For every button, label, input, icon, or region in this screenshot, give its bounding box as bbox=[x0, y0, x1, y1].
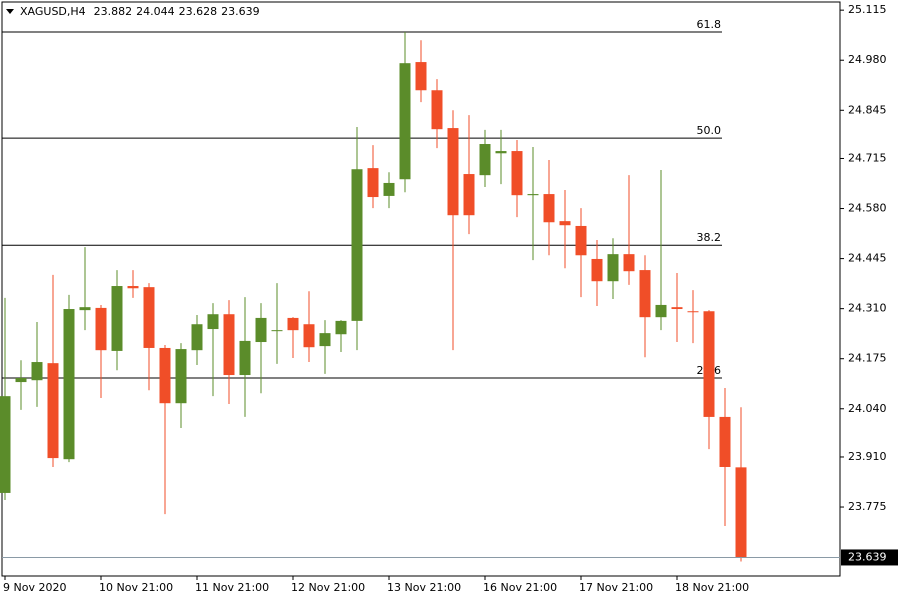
y-tick-label: 23.910 bbox=[848, 450, 887, 463]
ohlc-open: 23.882 bbox=[94, 5, 133, 18]
candle-body bbox=[127, 286, 139, 289]
candle-body bbox=[687, 311, 699, 313]
candle-body bbox=[575, 225, 587, 256]
x-tick-label: 18 Nov 21:00 bbox=[675, 581, 749, 594]
candle-body bbox=[367, 168, 379, 198]
ohlc-high: 24.044 bbox=[136, 5, 175, 18]
candle-body bbox=[399, 63, 411, 180]
candle-body bbox=[319, 333, 331, 347]
x-tick-label: 9 Nov 2020 bbox=[3, 581, 66, 594]
candle-body bbox=[431, 90, 443, 130]
y-tick-label: 24.980 bbox=[848, 53, 887, 66]
x-tick-label: 11 Nov 21:00 bbox=[195, 581, 269, 594]
x-tick-label: 13 Nov 21:00 bbox=[387, 581, 461, 594]
x-tick-label: 17 Nov 21:00 bbox=[579, 581, 653, 594]
fib-label: 50.0 bbox=[697, 124, 722, 137]
candle-body bbox=[607, 254, 619, 282]
candle-body bbox=[271, 330, 283, 332]
candle-body bbox=[351, 169, 363, 321]
candle-body bbox=[223, 314, 235, 376]
candle-body bbox=[15, 377, 27, 383]
candle-body bbox=[335, 320, 347, 335]
candle-body bbox=[95, 307, 107, 351]
candle-body bbox=[143, 287, 155, 348]
candle-body bbox=[543, 194, 555, 223]
y-tick-label: 24.580 bbox=[848, 202, 887, 215]
candle-body bbox=[719, 416, 731, 467]
candle-body bbox=[511, 151, 523, 196]
price-label: 23.639 bbox=[848, 550, 887, 563]
candle-body bbox=[159, 347, 171, 404]
candle-body bbox=[495, 151, 507, 154]
candle-body bbox=[303, 324, 315, 348]
fib-label: 38.2 bbox=[697, 231, 722, 244]
candle-body bbox=[207, 314, 219, 330]
candle-body bbox=[463, 174, 475, 216]
collapse-icon[interactable] bbox=[6, 9, 14, 14]
y-tick-label: 25.115 bbox=[848, 3, 887, 16]
y-tick-label: 23.775 bbox=[848, 500, 887, 513]
candle-body bbox=[703, 311, 715, 417]
y-tick-label: 24.040 bbox=[848, 402, 887, 415]
candle-body bbox=[671, 307, 683, 310]
ohlc-low: 23.628 bbox=[179, 5, 218, 18]
y-tick-label: 24.175 bbox=[848, 352, 887, 365]
candle-body bbox=[255, 317, 267, 343]
candle-body bbox=[415, 62, 427, 91]
candle-body bbox=[735, 467, 747, 558]
candle-body bbox=[639, 270, 651, 318]
candle-body bbox=[527, 194, 539, 196]
candle-body bbox=[591, 258, 603, 282]
candle-body bbox=[287, 317, 299, 331]
chart-header: XAGUSD,H4 23.882 24.044 23.628 23.639 bbox=[20, 5, 260, 18]
candle-body bbox=[79, 307, 91, 311]
x-tick-label: 12 Nov 21:00 bbox=[291, 581, 365, 594]
symbol: XAGUSD,H4 bbox=[20, 5, 86, 18]
candle-body bbox=[479, 144, 491, 176]
y-tick-label: 24.310 bbox=[848, 302, 887, 315]
candle-body bbox=[191, 324, 203, 351]
candle-body bbox=[559, 221, 571, 226]
candle-body bbox=[31, 362, 43, 381]
y-tick-label: 24.715 bbox=[848, 151, 887, 164]
candle-body bbox=[47, 363, 59, 459]
y-tick-label: 24.445 bbox=[848, 252, 887, 265]
candle-body bbox=[175, 349, 187, 404]
x-tick-label: 16 Nov 21:00 bbox=[483, 581, 557, 594]
fib-label: 61.8 bbox=[697, 18, 722, 31]
candle-body bbox=[447, 128, 459, 216]
candle-body bbox=[111, 286, 123, 351]
y-tick-label: 24.845 bbox=[848, 103, 887, 116]
price-label-box bbox=[841, 549, 898, 566]
candle-body bbox=[655, 304, 667, 318]
candle-body bbox=[239, 340, 251, 376]
candle-body bbox=[623, 254, 635, 272]
x-tick-label: 10 Nov 21:00 bbox=[99, 581, 173, 594]
candle-body bbox=[63, 309, 75, 460]
candle-body bbox=[383, 182, 395, 196]
ohlc-close: 23.639 bbox=[221, 5, 260, 18]
candle-body bbox=[0, 396, 11, 493]
